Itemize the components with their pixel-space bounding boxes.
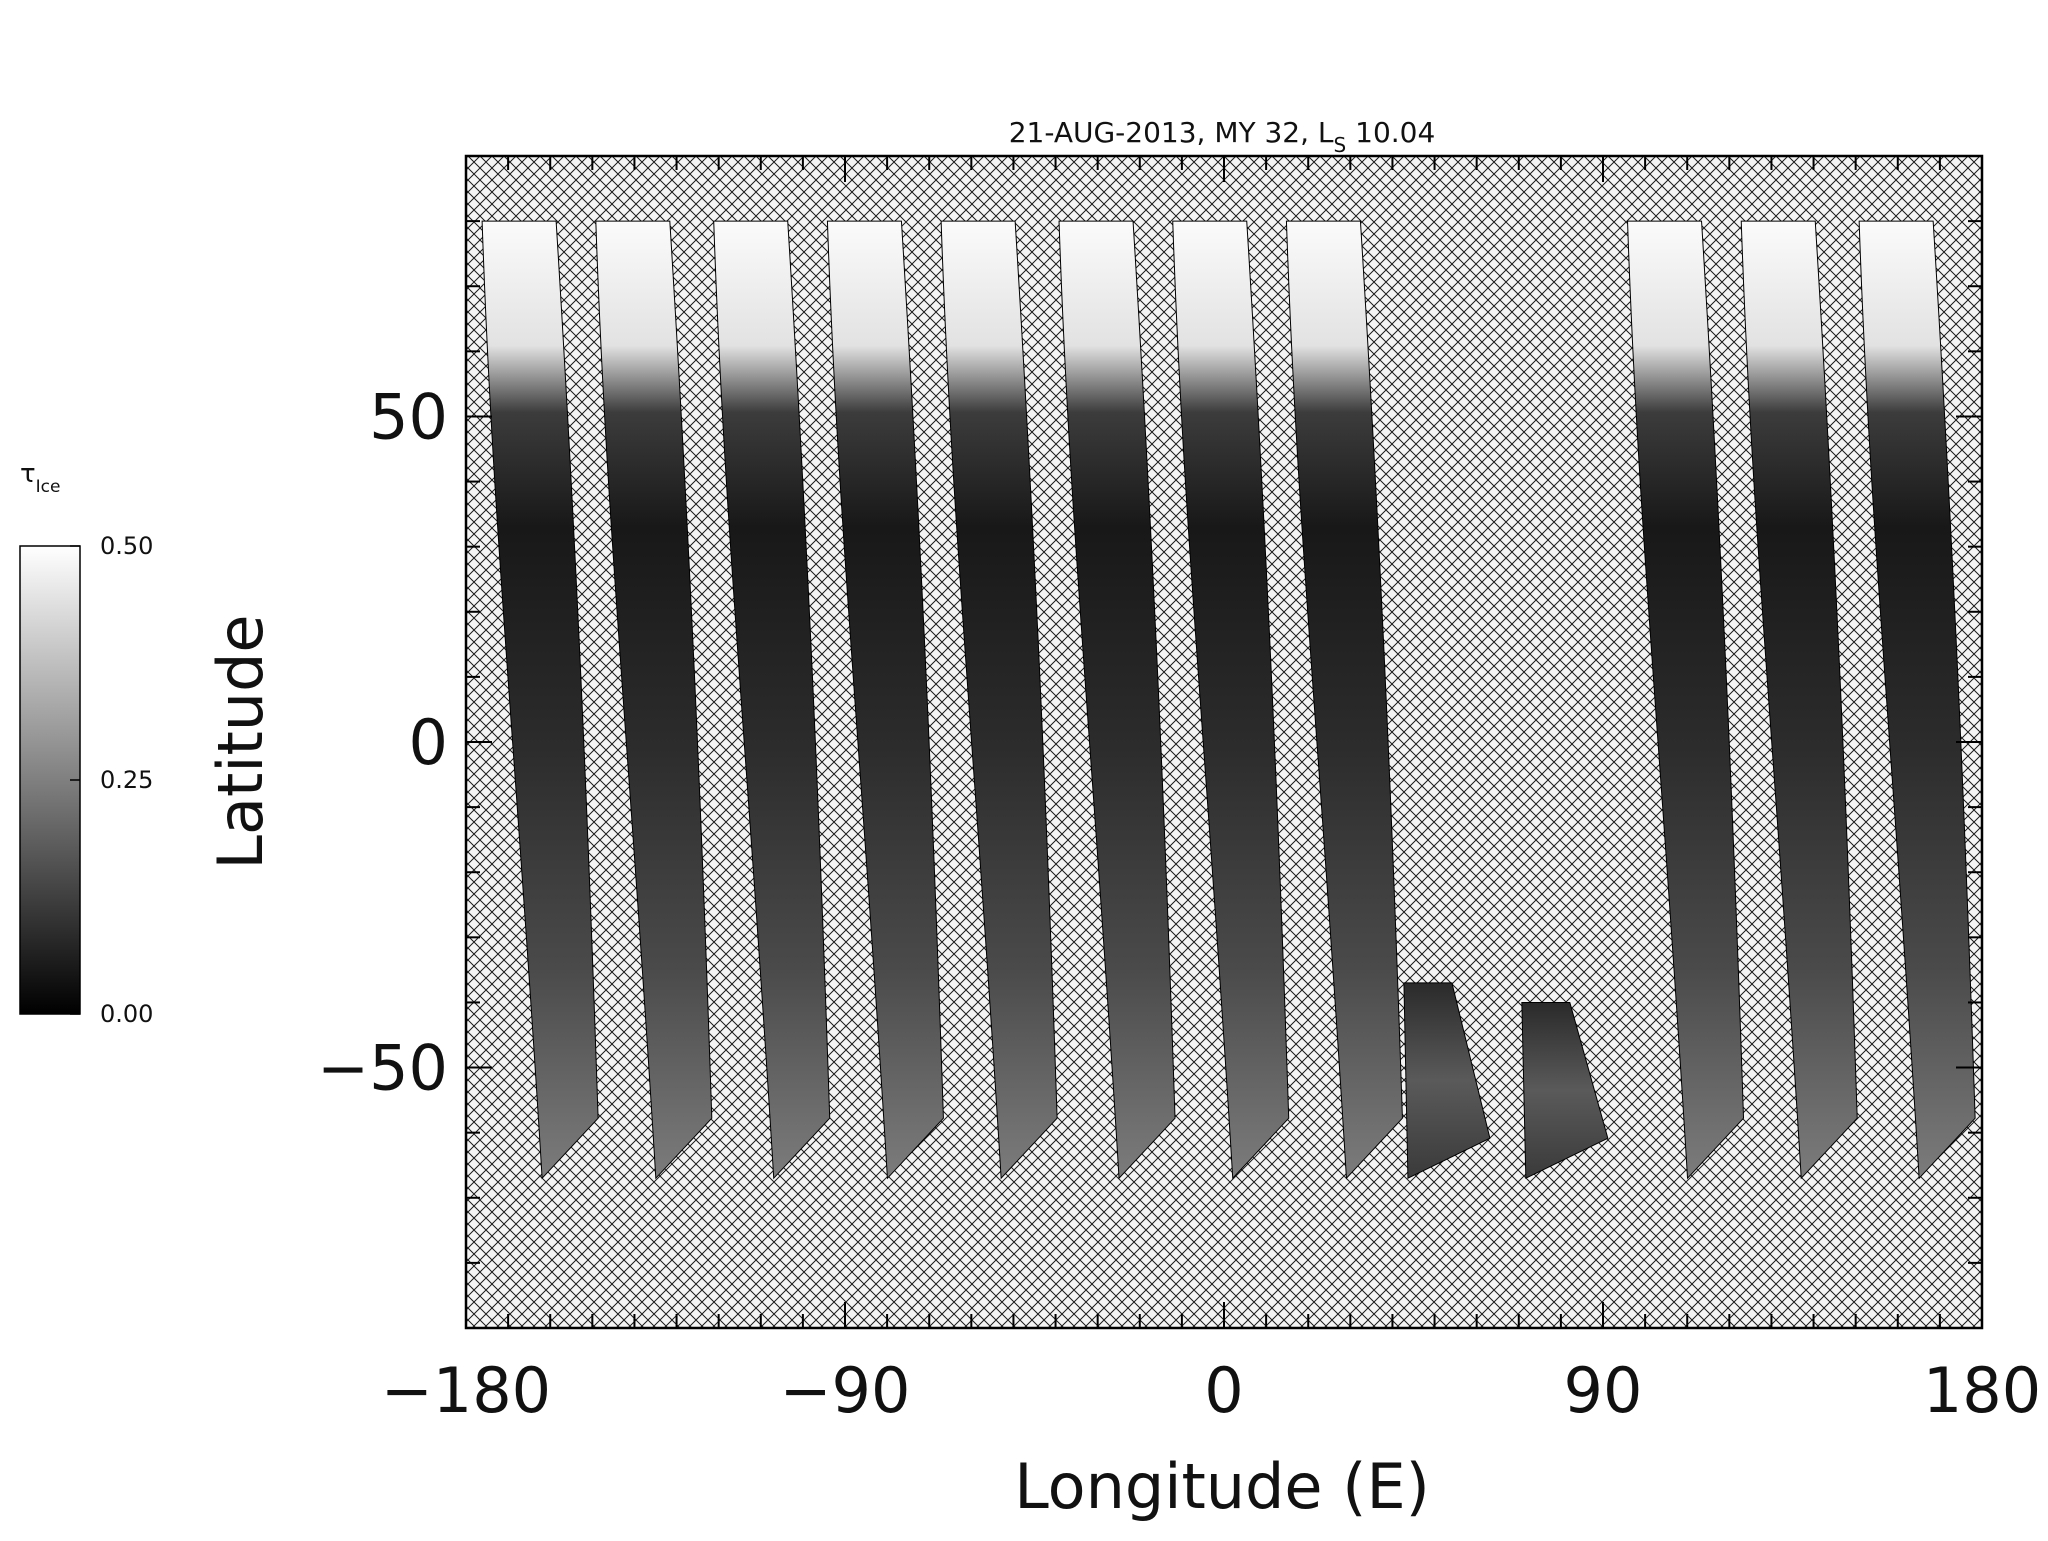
data-swath: [1521, 1001, 1609, 1180]
data-swath: [713, 220, 831, 1180]
x-tick-label: 0: [1204, 1354, 1243, 1427]
data-swath: [481, 220, 599, 1180]
colorbar-tick-label: 0.00: [100, 1000, 153, 1028]
y-axis-label: Latitude: [204, 614, 277, 869]
colorbar-ticks: 0.00 0.25 0.50: [70, 532, 153, 1028]
y-tick-labels: −50 0 50: [317, 380, 448, 1104]
axis-ticks: [465, 155, 1983, 1329]
data-swath: [1285, 220, 1403, 1180]
y-tick-label: −50: [317, 1032, 448, 1105]
data-swath: [1172, 220, 1290, 1180]
swath-layer: [481, 220, 1976, 1180]
data-swath: [1627, 220, 1745, 1180]
colorbar-label: τIce: [20, 459, 60, 497]
data-swath: [1058, 220, 1176, 1180]
colorbar-tick-label: 0.50: [100, 532, 153, 560]
x-tick-labels: −180 −90 0 90 180: [381, 1354, 2041, 1427]
colorbar-tick-label: 0.25: [100, 766, 153, 794]
data-swath: [826, 220, 944, 1180]
x-tick-label: 90: [1564, 1354, 1643, 1427]
x-tick-label: −180: [381, 1354, 551, 1427]
x-tick-label: −90: [780, 1354, 911, 1427]
chart-title: 21-AUG-2013, MY 32, LS 10.04: [1009, 116, 1436, 157]
y-tick-label: 0: [409, 706, 448, 779]
x-axis-label: Longitude (E): [1014, 1450, 1430, 1523]
data-swath: [940, 220, 1058, 1180]
x-tick-label: 180: [1923, 1354, 2041, 1427]
data-swath: [1740, 220, 1858, 1180]
y-tick-label: 50: [369, 380, 448, 453]
data-swath: [595, 220, 713, 1180]
data-swath: [1403, 982, 1491, 1180]
data-swath: [1858, 220, 1976, 1180]
